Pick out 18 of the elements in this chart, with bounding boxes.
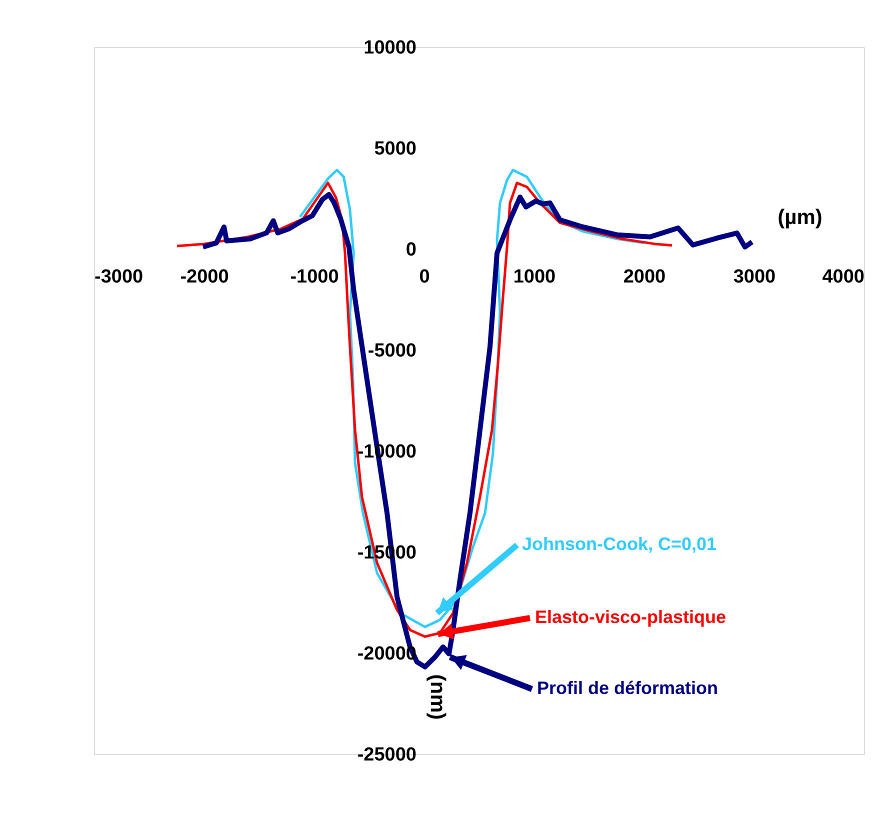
x-tick-label: -3000 xyxy=(94,266,144,288)
y-tick-label: -25000 xyxy=(357,744,416,766)
x-tick-label: 0 xyxy=(419,266,430,288)
x-tick-label: 3000 xyxy=(733,266,776,288)
x-axis-title: (µm) xyxy=(778,206,822,229)
x-tick-label: 1000 xyxy=(513,266,556,288)
y-tick-label: -5000 xyxy=(368,340,416,362)
y-tick-label: 10000 xyxy=(364,38,416,58)
annotation: Elasto-visco-plastique xyxy=(534,607,726,628)
x-tick-label: -2000 xyxy=(180,266,229,288)
x-tick-label: 4000 xyxy=(822,266,864,288)
y-axis-title: (nm) xyxy=(426,674,449,720)
annotation: Johnson-Cook, C=0,01 xyxy=(522,534,717,554)
y-tick-label: 0 xyxy=(406,240,416,260)
y-tick-label: 5000 xyxy=(374,138,416,160)
x-tick-label: 2000 xyxy=(623,266,666,288)
annotation: Profil de déformation xyxy=(536,678,718,698)
x-tick-label: -1000 xyxy=(290,266,339,288)
